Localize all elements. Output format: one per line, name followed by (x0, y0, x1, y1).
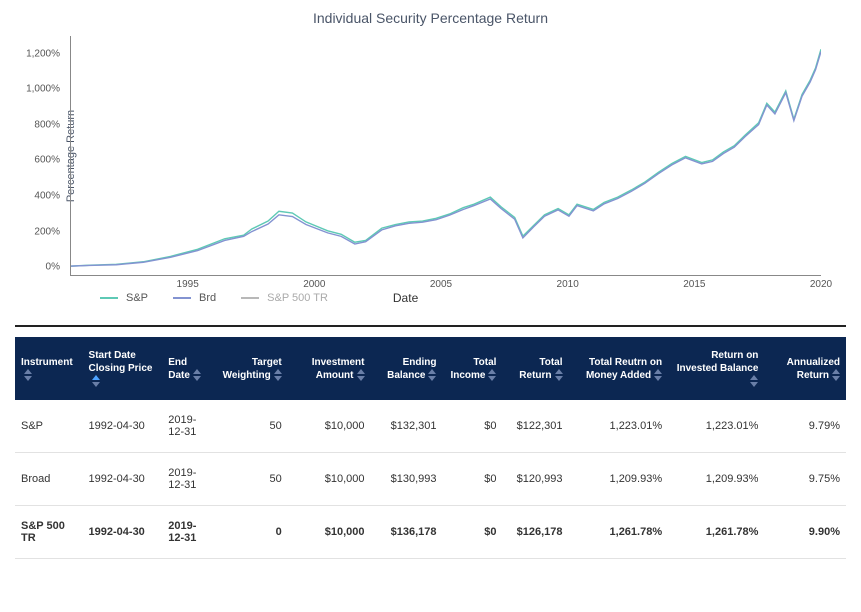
table-body: S&P1992-04-302019-12-3150$10,000$132,301… (15, 400, 846, 559)
sort-icon[interactable] (555, 369, 563, 381)
x-tick-label: 1995 (177, 279, 199, 290)
table-cell: $122,301 (502, 400, 568, 453)
table-cell: 1,209.93% (668, 453, 764, 506)
column-header[interactable]: Total Reutrn on Money Added (569, 337, 669, 400)
table-cell: 1992-04-30 (83, 453, 163, 506)
y-axis-ticks: 0% 200% 400% 600% 800% 1,000% 1,200% (25, 36, 65, 276)
x-tick-label: 2000 (303, 279, 325, 290)
y-tick-label: 1,200% (26, 48, 60, 59)
sort-icon[interactable] (750, 375, 758, 387)
sort-icon[interactable] (654, 369, 662, 381)
sort-icon[interactable] (488, 369, 496, 381)
table-cell: 1,261.78% (569, 506, 669, 559)
table-row: S&P1992-04-302019-12-3150$10,000$132,301… (15, 400, 846, 453)
y-tick-label: 400% (34, 190, 60, 201)
table-cell: $0 (442, 400, 502, 453)
x-tick-label: 2020 (810, 279, 832, 290)
x-axis-ticks: 199520002005201020152020 (120, 279, 821, 294)
table-cell: $126,178 (502, 506, 568, 559)
legend-swatch (173, 297, 191, 299)
sort-icon[interactable] (274, 369, 282, 381)
column-header[interactable]: Instrument (15, 337, 83, 400)
column-label: End Date (168, 357, 190, 381)
table-cell: 1,209.93% (569, 453, 669, 506)
column-header[interactable]: Start Date Closing Price (83, 337, 163, 400)
table-cell: 1,223.01% (569, 400, 669, 453)
legend-swatch (241, 297, 259, 299)
sort-icon[interactable] (428, 369, 436, 381)
table-cell: 0 (212, 506, 287, 559)
x-tick-label: 2010 (557, 279, 579, 290)
column-header[interactable]: End Date (162, 337, 212, 400)
column-header[interactable]: Annualized Return (764, 337, 846, 400)
results-table: Instrument Start Date Closing Price End Da… (15, 337, 846, 559)
x-tick-label: 2015 (683, 279, 705, 290)
column-label: Start Date Closing Price (89, 350, 153, 374)
column-header[interactable]: Total Return (502, 337, 568, 400)
legend-swatch (100, 297, 118, 299)
table-cell: 2019-12-31 (162, 506, 212, 559)
table-cell: $0 (442, 506, 502, 559)
y-tick-label: 0% (46, 262, 60, 273)
table-cell: $130,993 (371, 453, 443, 506)
y-tick-label: 200% (34, 226, 60, 237)
column-header[interactable]: Investment Amount (288, 337, 371, 400)
table-header: Instrument Start Date Closing Price End Da… (15, 337, 846, 400)
column-label: Instrument (21, 357, 73, 368)
chart-plot-area: Percentage Return 0%200%400%600%800%1,00… (70, 36, 841, 276)
chart-plot (70, 36, 821, 276)
y-tick-label: 800% (34, 119, 60, 130)
table-cell: $132,301 (371, 400, 443, 453)
table-cell: Broad (15, 453, 83, 506)
table-cell: 1992-04-30 (83, 400, 163, 453)
column-label: Return on Invested Balance (677, 350, 759, 374)
table-cell: $136,178 (371, 506, 443, 559)
column-header[interactable]: Target Weighting (212, 337, 287, 400)
chart-title: Individual Security Percentage Return (20, 10, 841, 26)
table-cell: 50 (212, 453, 287, 506)
x-tick-label: 2005 (430, 279, 452, 290)
line-chart-svg (71, 36, 821, 275)
table-cell: $10,000 (288, 506, 371, 559)
sort-icon[interactable] (832, 369, 840, 381)
table-cell: $0 (442, 453, 502, 506)
sort-icon[interactable] (92, 375, 100, 387)
y-tick-label: 1,000% (26, 84, 60, 95)
results-table-container: Instrument Start Date Closing Price End Da… (0, 337, 861, 574)
table-row: Broad1992-04-302019-12-3150$10,000$130,9… (15, 453, 846, 506)
table-row: S&P 500 TR1992-04-302019-12-310$10,000$1… (15, 506, 846, 559)
column-header[interactable]: Total Income (442, 337, 502, 400)
table-cell: S&P (15, 400, 83, 453)
column-header[interactable]: Ending Balance (371, 337, 443, 400)
sort-icon[interactable] (357, 369, 365, 381)
table-cell: 1,261.78% (668, 506, 764, 559)
table-cell: $120,993 (502, 453, 568, 506)
column-header[interactable]: Return on Invested Balance (668, 337, 764, 400)
sort-icon[interactable] (193, 369, 201, 381)
table-cell: 2019-12-31 (162, 400, 212, 453)
table-cell: $10,000 (288, 453, 371, 506)
table-cell: 9.90% (764, 506, 846, 559)
divider (15, 325, 846, 327)
table-cell: 1992-04-30 (83, 506, 163, 559)
chart-container: Individual Security Percentage Return Pe… (0, 0, 861, 310)
y-tick-label: 600% (34, 155, 60, 166)
table-cell: S&P 500 TR (15, 506, 83, 559)
table-cell: 1,223.01% (668, 400, 764, 453)
table-cell: 9.79% (764, 400, 846, 453)
table-cell: 50 (212, 400, 287, 453)
table-cell: 2019-12-31 (162, 453, 212, 506)
column-label: Total Reutrn on Money Added (586, 357, 662, 381)
sort-icon[interactable] (24, 369, 32, 381)
table-cell: $10,000 (288, 400, 371, 453)
table-cell: 9.75% (764, 453, 846, 506)
